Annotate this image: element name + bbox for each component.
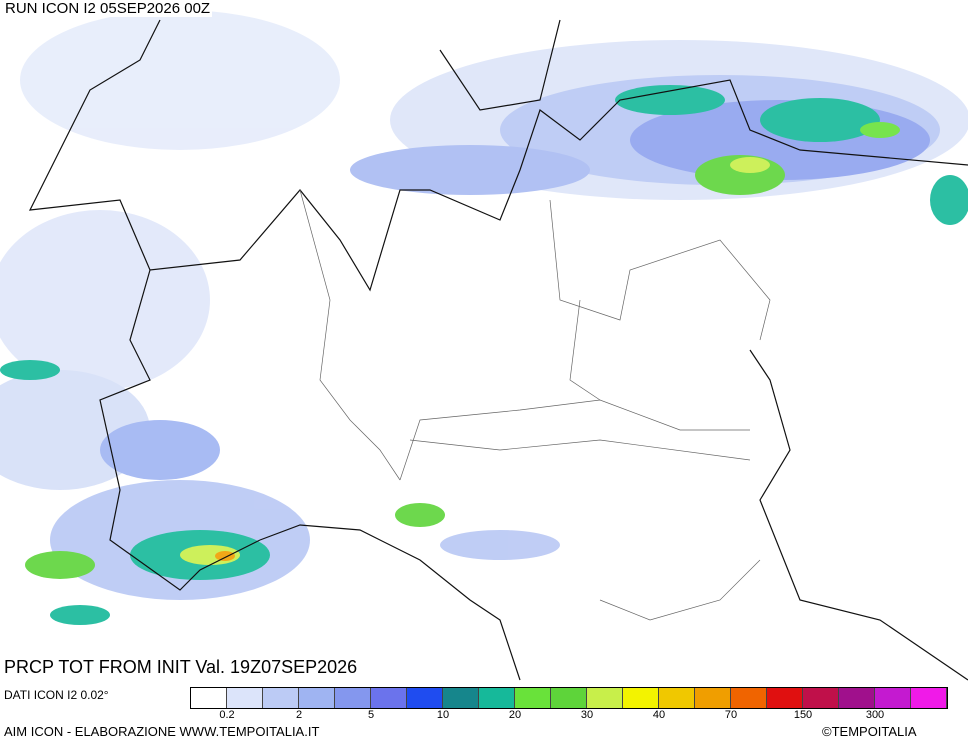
color-bar-label: 30 bbox=[580, 709, 594, 721]
color-swatch bbox=[551, 688, 587, 708]
color-bar-label: 5 bbox=[367, 709, 375, 721]
run-label: RUN ICON I2 05SEP2026 00Z bbox=[3, 0, 213, 17]
color-swatch bbox=[803, 688, 839, 708]
color-swatch bbox=[191, 688, 227, 708]
color-swatch bbox=[263, 688, 299, 708]
color-swatch bbox=[515, 688, 551, 708]
color-swatch bbox=[227, 688, 263, 708]
copyright: ©TEMPOITALIA bbox=[822, 724, 917, 739]
color-swatch bbox=[407, 688, 443, 708]
color-swatch bbox=[299, 688, 335, 708]
map bbox=[0, 10, 968, 681]
color-bar-label: 10 bbox=[436, 709, 450, 721]
color-bar-label: 0.2 bbox=[219, 709, 235, 721]
color-bar-label: 2 bbox=[295, 709, 303, 721]
regions bbox=[299, 189, 771, 621]
color-bar-label: 70 bbox=[724, 709, 738, 721]
color-bar-label: 20 bbox=[508, 709, 522, 721]
color-swatch bbox=[875, 688, 911, 708]
color-swatch bbox=[587, 688, 623, 708]
color-bar bbox=[190, 687, 948, 709]
color-bar-label: 300 bbox=[865, 709, 885, 721]
color-swatch bbox=[839, 688, 875, 708]
color-swatch bbox=[695, 688, 731, 708]
color-swatch bbox=[335, 688, 371, 708]
color-bar-label: 150 bbox=[793, 709, 813, 721]
color-swatch bbox=[731, 688, 767, 708]
source: DATI ICON I2 0.02° bbox=[4, 688, 109, 702]
precipitation bbox=[0, 10, 968, 625]
color-swatch bbox=[479, 688, 515, 708]
map-title: PRCP TOT FROM INIT Val. 19Z07SEP2026 bbox=[4, 657, 358, 677]
color-swatch bbox=[623, 688, 659, 708]
color-swatch bbox=[659, 688, 695, 708]
color-swatch bbox=[767, 688, 803, 708]
color-swatch bbox=[443, 688, 479, 708]
color-swatch bbox=[911, 688, 947, 708]
color-bar-labels: 0.2 2 5 10 20 30 40 70 150 300 bbox=[190, 709, 966, 723]
credit: AIM ICON - ELABORAZIONE WWW.TEMPOITALIA.… bbox=[4, 724, 320, 739]
color-swatch bbox=[371, 688, 407, 708]
borders bbox=[28, 19, 968, 681]
color-bar-label: 40 bbox=[652, 709, 666, 721]
